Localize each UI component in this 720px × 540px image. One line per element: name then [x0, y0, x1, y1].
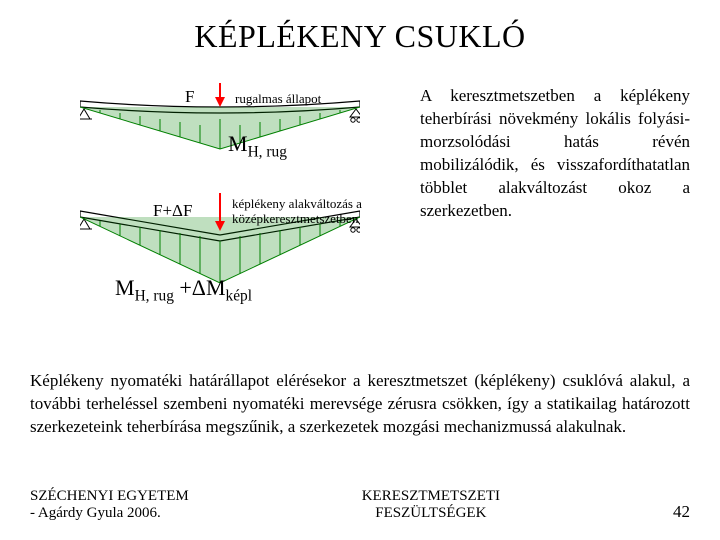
diagram-column: F rugalmas állapot MH, rug: [60, 85, 410, 365]
side-paragraph: A keresztmetszetben a képlékeny teherbír…: [420, 85, 690, 223]
content-area: F rugalmas állapot MH, rug: [0, 85, 720, 385]
footer-left: SZÉCHENYI EGYETEM - Agárdy Gyula 2006.: [30, 488, 189, 522]
force-arrow-head-1: [215, 97, 225, 107]
footer-center: KERESZTMETSZETI FESZÜLTSÉGEK: [362, 488, 500, 522]
force-label-2: F+ΔF: [153, 201, 192, 221]
footer: SZÉCHENYI EGYETEM - Agárdy Gyula 2006. K…: [30, 488, 690, 522]
state-label-1: rugalmas állapot: [235, 91, 321, 107]
state-label-2: képlékeny alakváltozás a középkeresztmet…: [232, 197, 392, 227]
body-paragraph: Képlékeny nyomatéki határállapot elérése…: [30, 370, 690, 439]
force-arrow-head-2: [215, 221, 225, 231]
page-title: KÉPLÉKENY CSUKLÓ: [0, 0, 720, 55]
moment-label-1: MH, rug: [228, 131, 287, 161]
force-arrow-stem-2: [219, 193, 221, 223]
footer-page: 42: [673, 502, 690, 522]
force-label-1: F: [185, 87, 194, 107]
moment-label-2: MH, rug +ΔMképl: [115, 275, 252, 305]
